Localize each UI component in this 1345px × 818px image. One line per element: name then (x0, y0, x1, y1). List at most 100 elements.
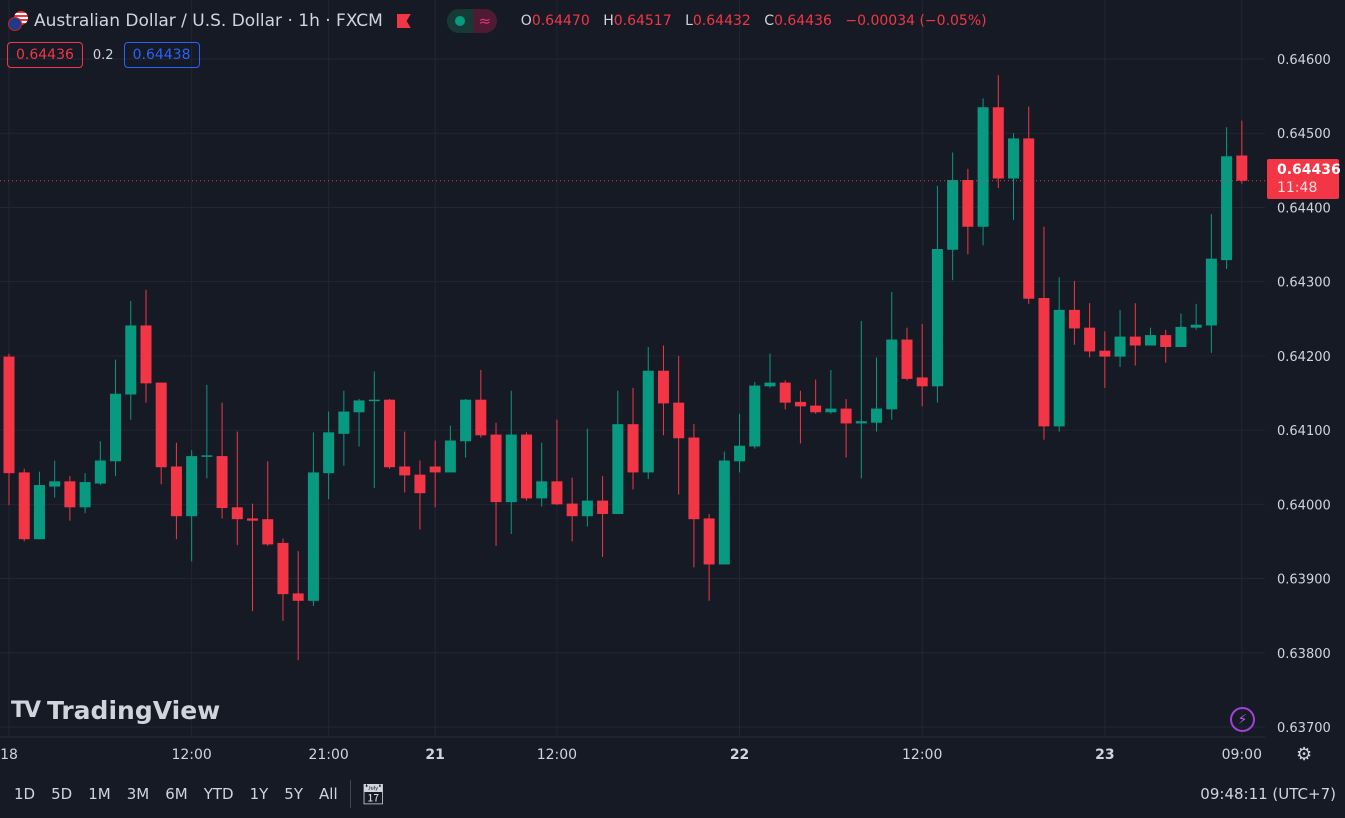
price-tick-label: 0.63800 (1277, 647, 1331, 662)
candle (201, 384, 213, 479)
range-1m[interactable]: 1M (88, 785, 111, 803)
bar-countdown: 11:48 (1277, 180, 1318, 196)
candle-body (734, 445, 746, 462)
candle-body (18, 472, 30, 540)
settings-gear-icon[interactable]: ⚙ (1296, 744, 1313, 765)
last-price-label: 0.64436 11:48 (1267, 159, 1341, 199)
candle-body (429, 466, 441, 473)
candle (1129, 303, 1141, 366)
candle (977, 98, 989, 246)
aud-usd-flags-icon (8, 11, 28, 31)
range-6m[interactable]: 6M (165, 785, 188, 803)
go-to-date-calendar-icon[interactable]: 📅︎ (360, 782, 387, 806)
close-value: 0.64436 (774, 13, 832, 29)
candle (262, 461, 274, 546)
candle-body (155, 382, 167, 468)
range-ytd[interactable]: YTD (203, 785, 234, 803)
candle-body (262, 519, 274, 545)
ohlc-values: O0.64470 H0.64517 L0.64432 C0.64436 −0.0… (521, 13, 996, 29)
low-value: 0.64432 (692, 13, 751, 29)
range-1y[interactable]: 1Y (249, 785, 269, 803)
candle (3, 353, 15, 506)
time-tick-label: 12:00 (537, 747, 577, 763)
candle (490, 422, 502, 546)
candle (1236, 120, 1248, 184)
sell-button[interactable]: 0.64436 (7, 42, 83, 68)
candle (1099, 331, 1111, 388)
candle (505, 390, 517, 535)
market-open-dot-icon (446, 9, 473, 33)
candle (794, 390, 806, 444)
range-3m[interactable]: 3M (126, 785, 150, 803)
buy-button[interactable]: 0.64438 (123, 42, 200, 68)
candle-body (1053, 309, 1065, 427)
candle (125, 300, 137, 420)
candle (460, 398, 472, 458)
candle-body (1068, 309, 1080, 329)
candle (916, 323, 928, 407)
candle-body (353, 400, 365, 413)
candle (551, 419, 563, 506)
candle (292, 551, 304, 661)
candle (186, 450, 198, 562)
candle-body (1099, 350, 1111, 357)
price-tick-label: 0.63900 (1277, 573, 1331, 588)
time-tick-label: 18 (0, 747, 18, 763)
candle (170, 442, 182, 540)
candle (703, 513, 715, 601)
candle (1023, 106, 1035, 304)
tradingview-logo[interactable]: TV TradingView (11, 696, 220, 725)
price-tick-label: 0.63700 (1277, 721, 1331, 736)
chart-legend: Australian Dollar / U.S. Dollar · 1h · F… (8, 9, 996, 33)
flag-icon[interactable] (396, 14, 411, 28)
time-tick-label: 12:00 (902, 747, 942, 763)
range-5y[interactable]: 5Y (284, 785, 304, 803)
candle-body (490, 434, 502, 503)
time-axis[interactable]: 18 12:00 21:00 21 12:00 22 12:00 23 09:00 (0, 747, 1262, 763)
tradingview-logo-icon: TV (11, 698, 41, 723)
candle (79, 473, 91, 514)
open-value: 0.64470 (531, 13, 590, 29)
candle (368, 371, 380, 489)
candle (947, 152, 959, 281)
candle-body (368, 399, 380, 402)
candle-body (277, 542, 289, 595)
price-axis[interactable]: 0.64600 0.64500 0.64400 0.64300 0.64200 0.641… (1277, 53, 1331, 736)
candle (110, 359, 122, 477)
candle (353, 398, 365, 447)
candle (1084, 303, 1096, 358)
candle-body (673, 402, 685, 439)
candle (871, 357, 883, 432)
candle-body (1160, 335, 1172, 347)
candle-body (612, 424, 624, 514)
candle (1038, 226, 1050, 440)
candle (992, 75, 1004, 189)
candle-body (1084, 327, 1096, 352)
lightning-icon[interactable]: ⚡ (1230, 707, 1255, 732)
clock-timezone[interactable]: 09:48:11 (UTC+7) (1200, 785, 1336, 803)
candle-body (749, 385, 761, 447)
candle-body (231, 507, 243, 520)
candle-body (292, 593, 304, 601)
low-key: L (685, 13, 693, 29)
range-all[interactable]: All (319, 785, 338, 803)
candle (581, 428, 593, 527)
market-status-toggle[interactable]: ≈ (446, 9, 497, 33)
price-tick-label: 0.64600 (1277, 53, 1331, 68)
candle-body (3, 356, 15, 474)
candle-body (1038, 297, 1050, 427)
candle (1205, 214, 1217, 353)
candle (886, 292, 898, 420)
candle (247, 503, 259, 612)
candle-body (1023, 138, 1035, 299)
candle (444, 425, 456, 473)
candle (566, 477, 578, 542)
candle (1053, 277, 1065, 432)
candle-body (779, 382, 791, 403)
symbol-title[interactable]: Australian Dollar / U.S. Dollar · 1h · F… (34, 11, 383, 31)
candle (764, 353, 776, 388)
range-1d[interactable]: 1D (14, 785, 36, 803)
range-5d[interactable]: 5D (51, 785, 73, 803)
open-key: O (520, 13, 532, 29)
